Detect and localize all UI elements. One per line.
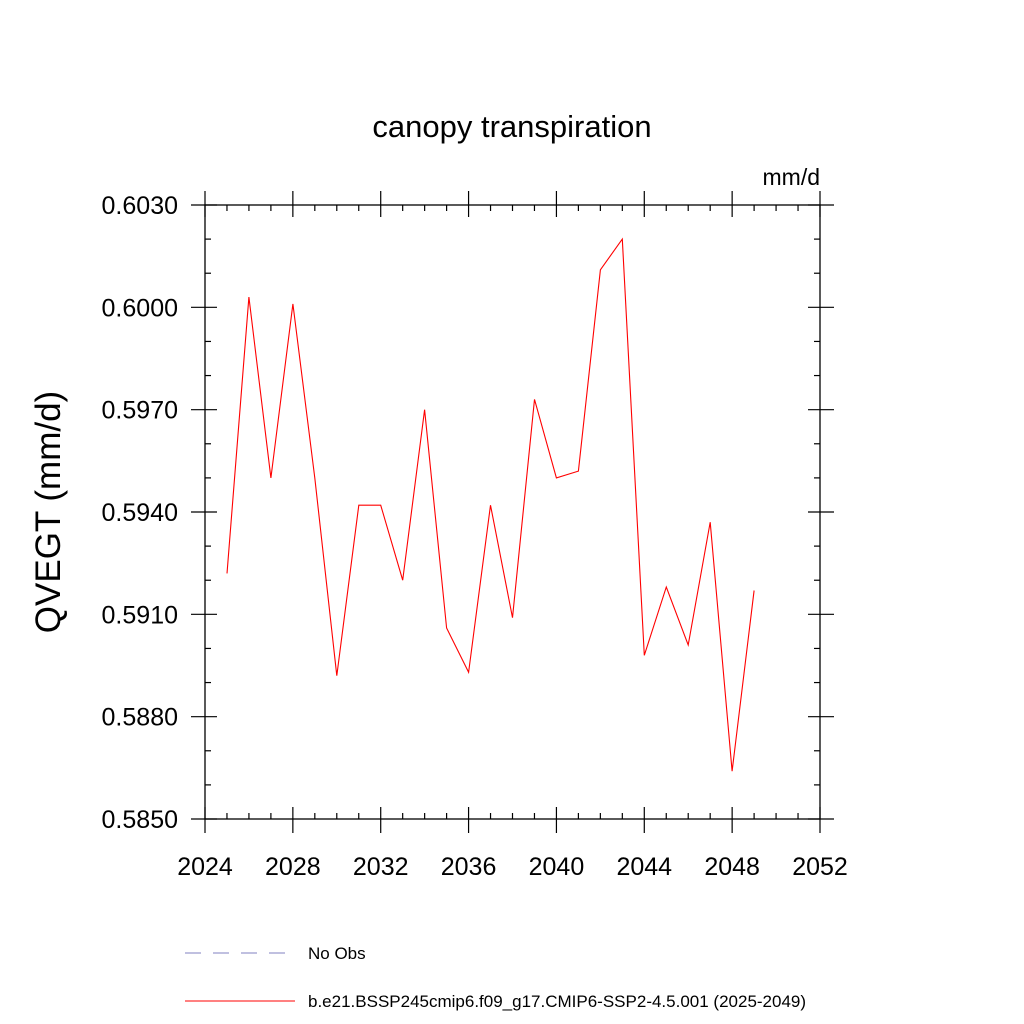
units-label: mm/d bbox=[763, 164, 821, 190]
x-tick-label: 2044 bbox=[616, 853, 672, 881]
legend: No Obs b.e21.BSSP245cmip6.f09_g17.CMIP6-… bbox=[185, 944, 806, 1011]
x-tick-label: 2048 bbox=[704, 853, 760, 881]
x-tick-label: 2052 bbox=[792, 853, 848, 881]
y-tick-label: 0.6000 bbox=[102, 294, 178, 322]
y-tick-label: 0.5940 bbox=[102, 499, 178, 527]
y-tick-label: 0.5880 bbox=[102, 704, 178, 732]
y-tick-label: 0.5910 bbox=[102, 601, 178, 629]
series-layer bbox=[226, 237, 755, 772]
x-tick-label: 2024 bbox=[177, 853, 233, 881]
chart-title: canopy transpiration bbox=[372, 109, 651, 144]
x-tick-label: 2040 bbox=[529, 853, 585, 881]
legend-label-model: b.e21.BSSP245cmip6.f09_g17.CMIP6-SSP2-4.… bbox=[308, 992, 806, 1011]
x-tick-label: 2036 bbox=[441, 853, 497, 881]
tick-labels: 2024 2028 2032 2036 2040 2044 2048 2052 0.5850 0.… bbox=[102, 192, 848, 881]
series-line-0 bbox=[226, 237, 755, 772]
x-tick-label: 2028 bbox=[265, 853, 321, 881]
y-tick-label: 0.6030 bbox=[102, 192, 178, 220]
y-tick-label: 0.5850 bbox=[102, 806, 178, 834]
axis-ticks bbox=[191, 191, 834, 833]
y-axis-label: QVEGT (mm/d) bbox=[29, 391, 68, 633]
x-tick-label: 2032 bbox=[353, 853, 409, 881]
legend-label-no-obs: No Obs bbox=[308, 944, 366, 963]
y-tick-label: 0.5970 bbox=[102, 397, 178, 425]
